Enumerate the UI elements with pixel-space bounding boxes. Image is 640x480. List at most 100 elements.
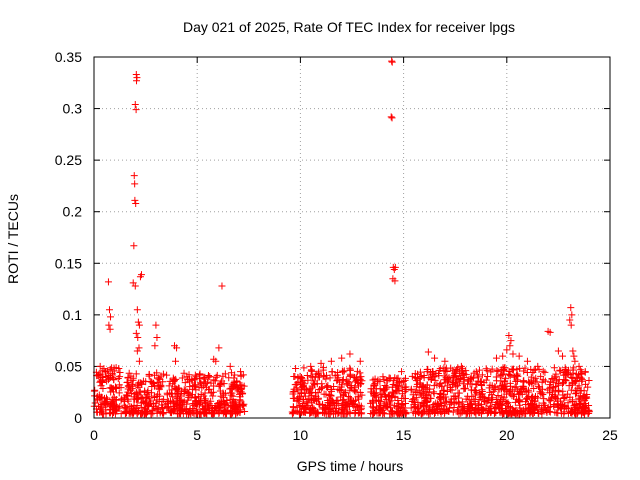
data-point xyxy=(409,391,417,399)
data-point xyxy=(326,407,334,415)
data-point xyxy=(103,377,111,385)
data-point xyxy=(317,359,325,367)
data-point xyxy=(458,408,466,416)
data-point xyxy=(561,367,569,375)
data-point xyxy=(539,367,547,375)
data-point xyxy=(306,389,314,397)
data-point xyxy=(228,382,236,390)
data-point xyxy=(215,344,223,352)
data-point xyxy=(416,402,424,410)
data-point xyxy=(112,404,120,412)
data-point xyxy=(346,373,354,381)
data-point xyxy=(180,398,188,406)
data-point xyxy=(152,321,160,329)
data-point xyxy=(334,385,342,393)
data-point xyxy=(475,373,483,381)
data-point xyxy=(389,380,397,388)
data-point xyxy=(390,265,398,273)
data-point xyxy=(165,382,173,390)
data-point xyxy=(380,376,388,384)
data-point xyxy=(479,407,487,415)
data-point xyxy=(567,409,575,417)
data-point xyxy=(564,399,572,407)
x-axis: 0 5 10 15 20 25 xyxy=(90,57,618,443)
data-point xyxy=(174,389,182,397)
data-point xyxy=(374,376,382,384)
data-point xyxy=(426,385,434,393)
data-point xyxy=(326,395,334,403)
data-point xyxy=(237,385,245,393)
data-point xyxy=(303,371,311,379)
data-point xyxy=(445,376,453,384)
data-point xyxy=(395,387,403,395)
data-point xyxy=(391,374,399,382)
data-point xyxy=(584,406,592,414)
data-point xyxy=(338,406,346,414)
data-point xyxy=(443,407,451,415)
data-point xyxy=(524,407,532,415)
data-point xyxy=(532,403,540,411)
data-point xyxy=(130,172,138,180)
data-point xyxy=(412,394,420,402)
data-point xyxy=(570,403,578,411)
data-point xyxy=(500,366,508,374)
y-tick-label: 0.2 xyxy=(63,204,83,220)
data-point xyxy=(398,401,406,409)
data-point xyxy=(555,376,563,384)
data-point xyxy=(523,357,531,365)
data-point xyxy=(441,357,449,365)
data-point xyxy=(97,382,105,390)
data-point xyxy=(191,400,199,408)
data-point xyxy=(525,392,533,400)
data-point xyxy=(495,405,503,413)
data-point xyxy=(340,410,348,418)
data-point xyxy=(483,409,491,417)
data-point xyxy=(206,373,214,381)
data-point xyxy=(107,399,115,407)
data-point xyxy=(500,367,508,375)
data-point xyxy=(475,366,483,374)
data-point xyxy=(134,318,142,326)
data-point xyxy=(419,403,427,411)
data-point xyxy=(559,380,567,388)
data-point xyxy=(201,397,209,405)
data-point xyxy=(205,400,213,408)
data-point xyxy=(546,328,554,336)
data-point xyxy=(462,371,470,379)
data-point xyxy=(196,379,204,387)
data-point xyxy=(131,282,139,290)
data-point xyxy=(465,396,473,404)
data-point xyxy=(166,397,174,405)
data-point xyxy=(462,410,470,418)
data-point xyxy=(318,405,326,413)
data-point xyxy=(394,409,402,417)
data-point xyxy=(415,386,423,394)
data-point xyxy=(191,394,199,402)
data-point xyxy=(443,368,451,376)
data-point xyxy=(494,392,502,400)
data-point xyxy=(367,388,375,396)
data-point xyxy=(421,388,429,396)
data-point xyxy=(294,373,302,381)
data-point xyxy=(447,395,455,403)
data-point xyxy=(150,379,158,387)
data-point xyxy=(512,406,520,414)
data-point xyxy=(182,406,190,414)
data-point xyxy=(408,372,416,380)
data-point xyxy=(487,368,495,376)
data-point xyxy=(493,377,501,385)
data-point xyxy=(112,396,120,404)
data-point xyxy=(105,372,113,380)
data-point xyxy=(387,397,395,405)
data-point xyxy=(538,410,546,418)
y-tick-label: 0.25 xyxy=(55,152,82,168)
data-point xyxy=(562,377,570,385)
data-point xyxy=(391,277,399,285)
data-point xyxy=(567,321,575,329)
data-point xyxy=(134,379,142,387)
data-point xyxy=(513,370,521,378)
data-point xyxy=(531,406,539,414)
data-point xyxy=(580,403,588,411)
data-point xyxy=(157,372,165,380)
data-point xyxy=(420,399,428,407)
